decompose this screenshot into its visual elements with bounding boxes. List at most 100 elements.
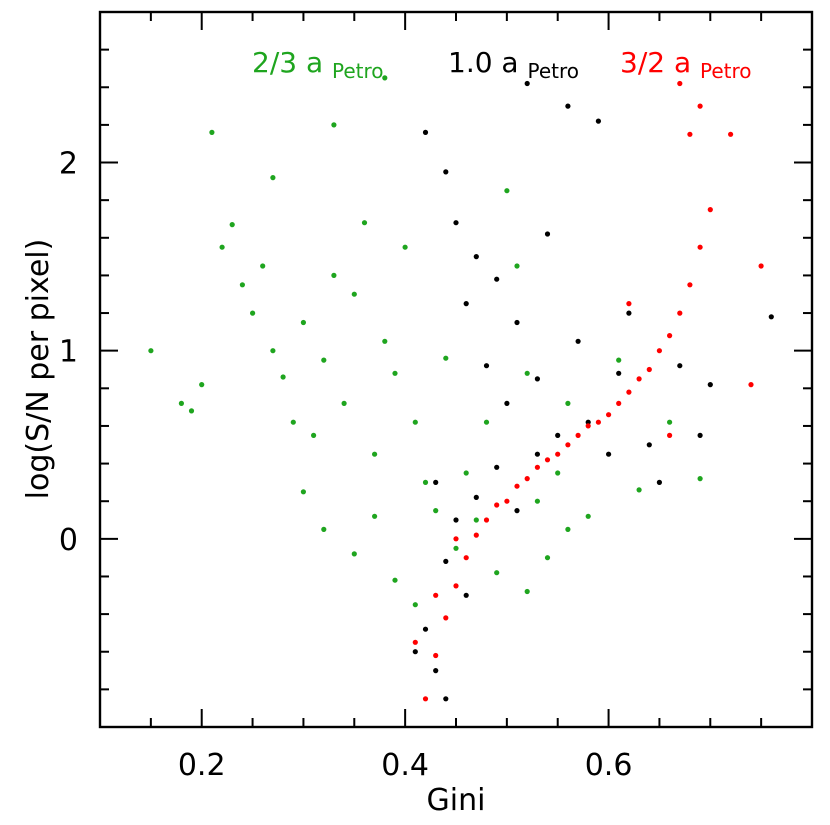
data-point [565,526,571,533]
data-point [433,652,439,659]
legend-black: 1.0 a Petro [448,46,579,83]
data-point [656,479,663,485]
data-point [697,103,703,109]
data-point [219,244,225,250]
data-point [433,668,439,674]
data-point [443,169,449,175]
data-point [443,615,449,621]
data-point [524,80,530,87]
data-point [504,400,510,406]
data-point [565,400,571,406]
data-point [524,370,530,376]
data-point [494,502,500,508]
legend-green-main: 2/3 a [252,46,323,79]
y-tick-label: 0 [59,523,78,558]
data-point [331,272,337,278]
data-point [544,231,551,237]
data-point [616,370,622,376]
data-point [494,464,500,470]
data-point [555,451,561,457]
data-point [229,222,235,228]
data-point [463,470,469,476]
x-axis-title: Gini [427,783,486,818]
data-point [239,282,245,288]
legend-black-main: 1.0 a [448,46,519,79]
data-point [382,75,388,81]
data-point [687,131,693,137]
data-point [555,470,561,476]
data-point [575,338,581,344]
data-point [250,310,256,316]
data-point [575,432,581,438]
data-point [646,442,652,448]
data-point [433,592,439,598]
data-point [361,220,368,226]
y-axis-title: log(S/N per pixel) [21,239,56,500]
data-point [534,451,541,457]
data-point [473,532,479,538]
legend-red-main: 3/2 a [620,46,691,79]
data-point [524,588,530,595]
data-point [463,301,469,307]
data-point [697,244,703,250]
data-point [667,419,673,425]
data-point [382,338,388,344]
data-point [280,374,286,380]
data-point [473,254,479,260]
y-tick-label: 2 [59,147,78,182]
data-point [483,363,490,369]
data-point [514,319,520,326]
data-point [341,400,347,406]
data-point [270,348,276,354]
x-tick-label: 0.6 [585,748,633,783]
series-2 [412,80,764,702]
data-point [585,419,591,425]
data-point [748,382,754,388]
data-point [636,376,642,382]
data-point [687,282,693,288]
data-point [585,423,591,429]
data-point [453,583,459,589]
data-point [544,457,551,463]
data-point [534,498,541,504]
data-point [565,103,571,109]
data-point [565,442,571,448]
data-point [534,464,541,470]
data-point [392,577,398,583]
data-point [494,276,500,282]
points-layer [148,75,774,702]
data-point [595,419,602,425]
data-point [667,432,673,438]
data-point [443,558,449,565]
data-point [422,129,429,135]
data-point [494,570,500,576]
data-point [646,366,652,373]
data-point [453,536,459,542]
data-point [677,363,683,369]
data-point [728,131,734,137]
data-point [188,408,195,414]
data-point [422,626,429,632]
data-point [636,487,642,493]
data-point [290,419,296,425]
data-point [514,508,520,514]
data-point [453,517,459,523]
data-point [707,382,713,388]
legend-green: 2/3 a Petro [252,46,384,83]
legend-red-sub: Petro [700,59,752,83]
data-point [443,355,449,361]
x-tick-label: 0.4 [381,748,429,783]
data-point [331,122,337,128]
data-point [555,432,561,438]
data-point [372,451,378,457]
data-point [270,175,276,181]
legend-black-sub: Petro [528,59,580,83]
data-point [300,489,306,495]
data-point [463,592,469,598]
data-point [433,479,439,485]
data-point [707,207,713,213]
legend-red: 3/2 a Petro [620,46,752,83]
data-point [626,310,632,316]
